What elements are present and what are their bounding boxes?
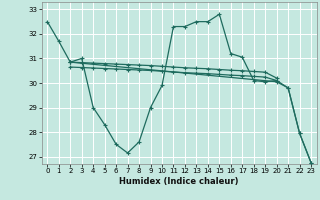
X-axis label: Humidex (Indice chaleur): Humidex (Indice chaleur)	[119, 177, 239, 186]
